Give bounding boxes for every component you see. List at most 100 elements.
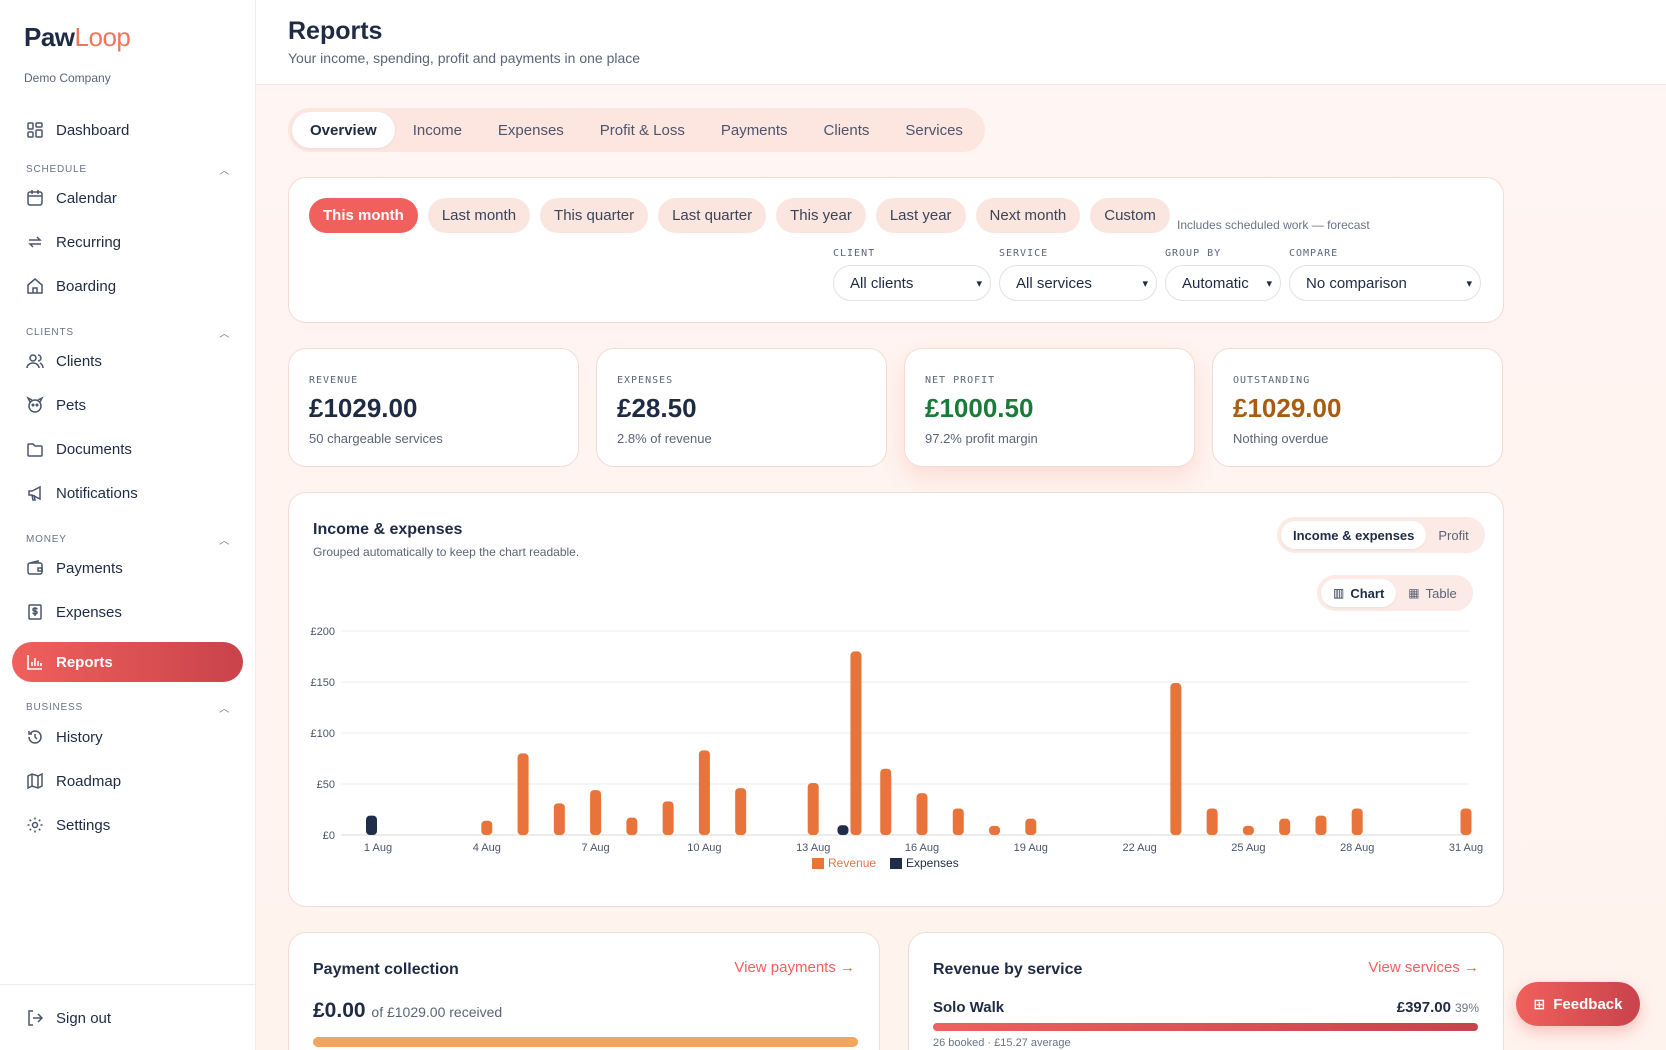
- stat-sub: Nothing overdue: [1233, 431, 1329, 446]
- period-last-quarter[interactable]: Last quarter: [658, 198, 767, 233]
- bar-revenue: [590, 790, 602, 835]
- wallet-icon: [26, 559, 44, 577]
- sidebar-item-pets[interactable]: Pets: [12, 385, 243, 425]
- sidebar-item-label: Recurring: [56, 233, 122, 251]
- stat-label: EXPENSES: [617, 375, 674, 386]
- sidebar-item-notifications[interactable]: Notifications: [12, 473, 243, 513]
- bar-revenue: [1206, 808, 1218, 835]
- client-filter-label: CLIENT: [833, 248, 876, 259]
- chevron-down-icon: ▾: [1266, 277, 1272, 290]
- stat-value: £1000.50: [925, 393, 1034, 423]
- sidebar-item-label: Clients: [56, 352, 102, 370]
- bar-revenue: [481, 820, 493, 835]
- sidebar-item-settings[interactable]: Settings: [12, 805, 243, 845]
- sidebar-item-label: Reports: [56, 653, 113, 671]
- sidebar-item-dashboard[interactable]: Dashboard: [12, 110, 243, 150]
- x-tick-label: 31 Aug: [1449, 842, 1483, 854]
- service-sub: 26 booked · £15.27 average: [933, 1037, 1071, 1049]
- chevron-down-icon: ▾: [1466, 277, 1472, 290]
- sidebar-item-label: Expenses: [56, 603, 122, 621]
- section-clients[interactable]: CLIENTS ︿: [26, 327, 230, 340]
- revenue-by-service-title: Revenue by service: [933, 961, 1083, 978]
- bar-revenue: [517, 753, 529, 835]
- tab-overview[interactable]: Overview: [292, 112, 395, 148]
- tab-services[interactable]: Services: [905, 121, 963, 139]
- section-schedule[interactable]: SCHEDULE ︿: [26, 164, 230, 177]
- bar-revenue: [1025, 818, 1037, 835]
- stat-value: £28.50: [617, 393, 697, 423]
- bar-expenses: [366, 815, 377, 835]
- chevron-up-icon: ︿: [219, 536, 230, 547]
- sidebar-item-roadmap[interactable]: Roadmap: [12, 761, 243, 801]
- x-tick-label: 28 Aug: [1340, 842, 1374, 854]
- client-select[interactable]: All clients ▾: [833, 265, 991, 301]
- feedback-button[interactable]: ⊞ Feedback: [1516, 982, 1640, 1026]
- megaphone-icon: [26, 484, 44, 502]
- view-chart[interactable]: ▥ Chart: [1321, 579, 1397, 607]
- tab-profit-loss[interactable]: Profit & Loss: [599, 121, 685, 139]
- sidebar-item-clients[interactable]: Clients: [12, 341, 243, 381]
- sidebar-item-payments[interactable]: Payments: [12, 548, 243, 588]
- tab-payments[interactable]: Payments: [720, 121, 788, 139]
- calendar-icon: [26, 189, 44, 207]
- chevron-down-icon: ▾: [1142, 277, 1148, 290]
- stat-value: £1029.00: [309, 393, 418, 423]
- mode-income-expenses[interactable]: Income & expenses: [1281, 521, 1427, 549]
- mode-profit[interactable]: Profit: [1438, 527, 1469, 543]
- period-this-month[interactable]: This month: [309, 198, 418, 233]
- bar-revenue: [989, 825, 1001, 835]
- service-select[interactable]: All services ▾: [999, 265, 1157, 301]
- payment-collection-card: Payment collection View payments → £0.00…: [288, 932, 880, 1050]
- tab-income[interactable]: Income: [412, 121, 462, 139]
- view-services-link[interactable]: View services →: [1368, 959, 1479, 976]
- logo[interactable]: PawLoop: [24, 22, 131, 52]
- view-payments-link[interactable]: View payments →: [734, 959, 855, 976]
- sidebar-item-boarding[interactable]: Boarding: [12, 266, 243, 306]
- group-by-filter: GROUP BY Automatic ▾: [1165, 248, 1281, 301]
- chevron-up-icon: ︿: [219, 166, 230, 177]
- view-table[interactable]: ▦ Table: [1408, 585, 1457, 601]
- period-last-year[interactable]: Last year: [875, 198, 966, 233]
- sidebar-item-history[interactable]: History: [12, 717, 243, 757]
- section-money[interactable]: MONEY ︿: [26, 534, 230, 547]
- group-by-select[interactable]: Automatic ▾: [1165, 265, 1281, 301]
- sidebar-item-label: Roadmap: [56, 772, 122, 790]
- receipt-icon: [26, 603, 44, 621]
- period-last-month[interactable]: Last month: [427, 198, 531, 233]
- sidebar-item-recurring[interactable]: Recurring: [12, 222, 243, 262]
- x-tick-label: 22 Aug: [1122, 842, 1156, 854]
- period-custom[interactable]: Custom: [1090, 198, 1170, 233]
- service-name: Solo Walk: [933, 999, 1005, 1016]
- chevron-up-icon: ︿: [219, 329, 230, 340]
- bar-chart-icon: ▥: [1333, 586, 1345, 600]
- bar-revenue: [807, 782, 819, 835]
- x-tick-label: 4 Aug: [473, 842, 501, 854]
- sidebar-item-documents[interactable]: Documents: [12, 429, 243, 469]
- client-filter: CLIENT All clients ▾: [833, 248, 991, 301]
- sidebar-item-expenses[interactable]: Expenses: [12, 592, 243, 632]
- bar-revenue: [1170, 683, 1182, 835]
- tab-clients[interactable]: Clients: [823, 121, 870, 139]
- y-tick-label: £200: [311, 626, 335, 638]
- sign-out-button[interactable]: Sign out: [12, 998, 243, 1038]
- bar-revenue: [1242, 825, 1254, 835]
- stat-sub: 50 chargeable services: [309, 431, 443, 446]
- main-content: Reports Your income, spending, profit an…: [256, 0, 1666, 1050]
- sidebar-item-calendar[interactable]: Calendar: [12, 178, 243, 218]
- period-next-month[interactable]: Next month: [975, 198, 1081, 233]
- sidebar-item-reports[interactable]: Reports: [12, 642, 243, 682]
- tab-expenses[interactable]: Expenses: [497, 121, 564, 139]
- chart-view-toggle: ▥ Chart ▦ Table: [1317, 575, 1473, 611]
- section-business[interactable]: BUSINESS ︿: [26, 702, 230, 715]
- sidebar-item-label: Boarding: [56, 277, 117, 295]
- period-this-year[interactable]: This year: [776, 198, 866, 233]
- stat-label: REVENUE: [309, 375, 359, 386]
- chart-title: Income & expenses: [313, 521, 463, 538]
- compare-select[interactable]: No comparison ▾: [1289, 265, 1481, 301]
- folder-icon: [26, 440, 44, 458]
- period-this-quarter[interactable]: This quarter: [540, 198, 649, 233]
- income-expenses-chart: £0 £50 £100 £150 £200 1 Aug 4 Aug 7 Aug 10 Aug 13…: [311, 626, 1484, 870]
- bar-revenue: [662, 801, 674, 835]
- compare-filter: COMPARE No comparison ▾: [1289, 248, 1481, 301]
- chevron-up-icon: ︿: [219, 704, 230, 715]
